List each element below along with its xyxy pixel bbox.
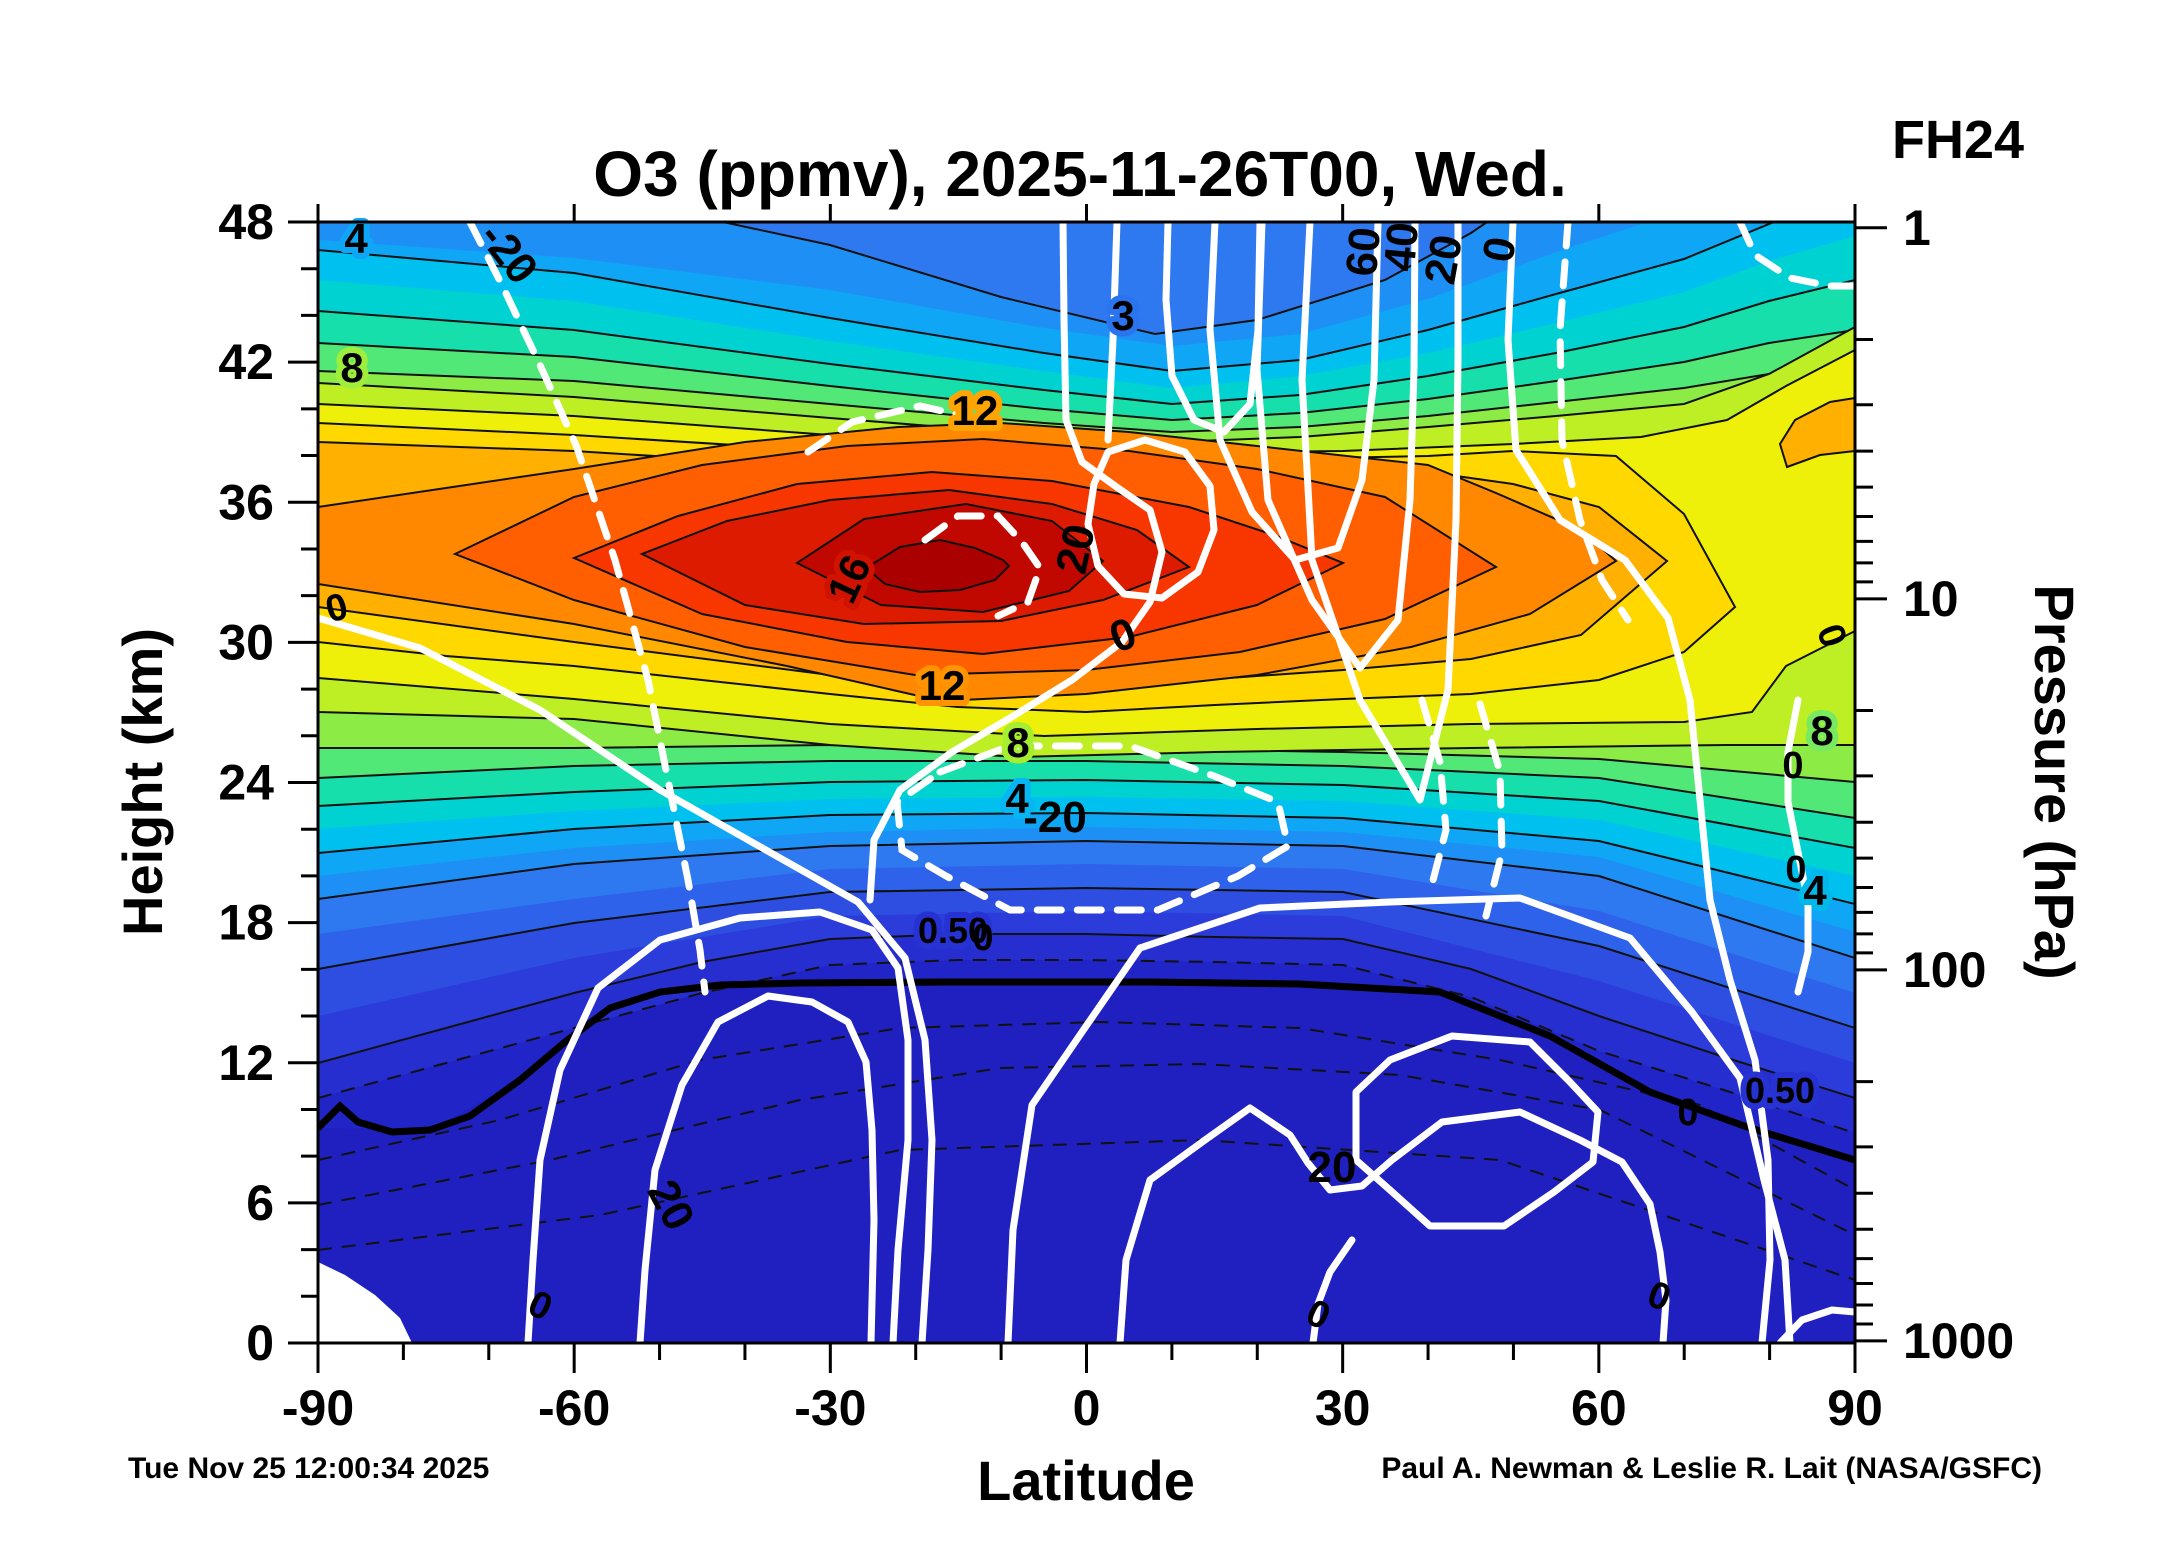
o3-dashed-contour-0p3	[318, 1062, 1855, 1236]
wind-contour-jet-0	[1504, 222, 1774, 1343]
wind-contour-north-lower-outer	[1004, 894, 1794, 1343]
o3-dashed-contour-0p4	[318, 1020, 1855, 1191]
x-tick-label: -60	[538, 1380, 610, 1436]
y-tick-label-pressure: 10	[1903, 571, 1959, 627]
wind-contour-south-jet-20	[636, 992, 878, 1343]
wind-contour-right-edge	[1784, 696, 1812, 996]
o3-contour-label: 12	[952, 387, 999, 434]
wind-dashed-arc-3	[1418, 696, 1450, 896]
wind-contour-label: 0	[1785, 849, 1806, 891]
wind-contour-label: 20	[1308, 1143, 1357, 1192]
y-tick-label-pressure: 1000	[1903, 1313, 2014, 1369]
wind-dashed-arc-4	[1476, 700, 1506, 920]
x-tick-label: -90	[282, 1380, 354, 1436]
wind-dashed-corner-arc	[1736, 222, 1855, 290]
o3-dashed-contour-0p2	[318, 1138, 1855, 1281]
x-tick-label: 90	[1827, 1380, 1883, 1436]
wind-contour-label: 40	[1375, 220, 1428, 273]
o3-contour-label: 8	[1810, 707, 1833, 754]
o3-thick-contour-0p50	[318, 978, 1855, 1164]
wind-contour-label: 0	[1677, 1092, 1698, 1134]
wind-contour-label: 0	[1782, 745, 1803, 787]
y-tick-label-height: 12	[218, 1035, 274, 1091]
wind-dashed-zero-east	[1556, 222, 1632, 624]
o3-contour-label: 0.50	[1745, 1070, 1815, 1111]
wind-contour-label: 60	[1337, 225, 1390, 278]
o3-dashed-contour-0p7	[318, 959, 1855, 1134]
forecast-hour-badge: FH24	[1892, 110, 2024, 170]
y-tick-label-height: 0	[246, 1315, 274, 1371]
o3-contour-label: 0.50	[918, 910, 988, 951]
y-tick-label-pressure: 1	[1903, 200, 1931, 256]
wind-contours-solid	[318, 222, 1855, 1343]
x-tick-label: 0	[1073, 1380, 1101, 1436]
o3-contour-label: 3	[1111, 292, 1134, 339]
terrain-mask-south-pole	[318, 1262, 412, 1343]
o3-fill-pocket-right-edge	[1778, 396, 1855, 469]
o3-contour-label: 8	[1006, 719, 1029, 766]
wind-contour-label: 20	[1415, 231, 1472, 288]
wind-contour-north-lower-20	[1116, 1104, 1670, 1343]
credit-label: Paul A. Newman & Leslie R. Lait (NASA/GS…	[1381, 1452, 2042, 1485]
page-title: O3 (ppmv), 2025-11-26T00, Wed.	[593, 138, 1566, 210]
wind-contour-label: 0	[972, 917, 993, 959]
wind-contour-zero-center	[866, 222, 1166, 904]
y-tick-label-height: 30	[218, 614, 274, 670]
wind-dashed-minus20-south	[466, 222, 709, 996]
wind-dashed-minus20-pocket	[893, 742, 1292, 914]
wind-contour-20-ring	[1084, 436, 1218, 602]
o3-contour-label: 8	[340, 344, 363, 391]
y-tick-label-pressure: 100	[1903, 942, 1986, 998]
y-tick-label-height: 6	[246, 1175, 274, 1231]
wind-contour-south-jet-outer	[524, 908, 912, 1343]
y-tick-label-height: 42	[218, 334, 274, 390]
y-tick-label-height: 36	[218, 474, 274, 530]
x-tick-label: -30	[794, 1380, 866, 1436]
plot-area	[318, 222, 1855, 1343]
wind-contour-label: 20	[1047, 520, 1105, 578]
o3-dashed-sub-contours	[318, 959, 1855, 1281]
wind-contour-corner-arc	[1776, 1306, 1855, 1343]
y-axis-title-pressure: Pressure (hPa)	[2023, 584, 2086, 979]
x-axis-title-latitude: Latitude	[977, 1449, 1195, 1512]
o3-contour-label: 4	[1803, 867, 1827, 914]
wind-contours-dashed	[466, 222, 1855, 996]
wind-contour-jet-20	[1298, 222, 1462, 804]
wind-contour-20-stem	[1104, 222, 1121, 444]
y-axis-title-height: Height (km)	[111, 628, 174, 936]
timestamp-label: Tue Nov 25 12:00:34 2025	[128, 1452, 489, 1485]
o3-contour-label: 12	[919, 662, 966, 709]
wind-contour-zero-south	[318, 614, 936, 1343]
wind-contour-jet-40	[1253, 222, 1419, 672]
wind-contour-label: -20	[1023, 793, 1087, 842]
y-tick-label-height: 18	[218, 895, 274, 951]
wind-dashed-core-arc-1	[804, 402, 996, 456]
y-tick-label-height: 24	[218, 755, 274, 811]
y-tick-label-height: 48	[218, 194, 274, 250]
wind-contour-north-closed-loop	[1352, 1032, 1602, 1230]
wind-dashed-core-arc-2	[921, 512, 1044, 620]
x-tick-label: 60	[1571, 1380, 1627, 1436]
x-tick-label: 30	[1315, 1380, 1371, 1436]
wind-contour-stub-bottom	[1309, 1236, 1356, 1343]
